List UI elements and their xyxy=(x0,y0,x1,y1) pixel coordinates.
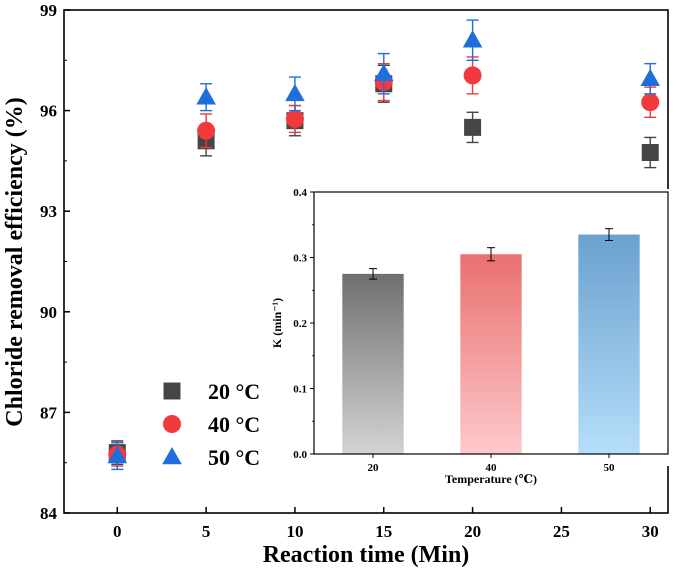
inset-y-tick-label: 0.4 xyxy=(293,187,307,199)
y-tick-label: 96 xyxy=(40,102,57,121)
y-tick-label: 99 xyxy=(40,1,57,20)
y-tick-label: 84 xyxy=(40,504,58,523)
data-point xyxy=(640,68,661,87)
inset-x-tick-label: 40 xyxy=(486,462,498,474)
main-legend: 20 °C 40 °C 50 °C xyxy=(162,379,260,470)
main-y-axis-title: Chloride removal efficiency (%) xyxy=(2,97,28,426)
inset-y-axis-title: K (min⁻¹) xyxy=(270,298,284,348)
data-point xyxy=(285,109,304,128)
y-tick-label: 93 xyxy=(40,202,57,221)
inset-bar-layer xyxy=(342,228,640,454)
x-tick-label: 30 xyxy=(642,522,659,541)
x-tick-label: 20 xyxy=(464,522,481,541)
data-point xyxy=(462,30,483,48)
inset-y-tick-label: 0.2 xyxy=(293,318,307,330)
x-tick-label: 10 xyxy=(286,522,303,541)
main-y-axis: 84 87 90 93 96 99 xyxy=(40,1,70,523)
inset-y-tick-label: 0.0 xyxy=(293,449,307,461)
x-tick-label: 25 xyxy=(553,522,570,541)
data-point xyxy=(285,83,305,102)
legend-marker xyxy=(163,415,181,433)
legend-label: 20 °C xyxy=(208,379,260,404)
data-point xyxy=(464,118,482,136)
data-point xyxy=(107,445,128,464)
bar xyxy=(460,254,522,454)
data-point xyxy=(373,63,394,81)
main-series-layer xyxy=(107,19,661,471)
data-point xyxy=(641,93,660,112)
data-point xyxy=(196,87,216,105)
x-tick-label: 5 xyxy=(202,522,211,541)
main-x-axis-title: Reaction time (Min) xyxy=(263,542,470,568)
inset-x-tick-label: 50 xyxy=(604,462,616,474)
inset-x-axis-title: Temperature (℃) xyxy=(445,472,537,486)
y-tick-label: 90 xyxy=(40,303,57,322)
data-point xyxy=(197,121,216,140)
legend-marker xyxy=(163,382,181,400)
inset-y-tick-label: 0.3 xyxy=(293,253,307,265)
main-scatter-chart: 0 5 10 15 20 25 30 84 87 90 93 96 99 Reaction time … xyxy=(2,1,669,568)
series-triangle xyxy=(107,19,661,471)
main-x-axis: 0 5 10 15 20 25 30 xyxy=(113,507,659,541)
bar xyxy=(578,234,640,454)
bar xyxy=(342,273,404,454)
data-point xyxy=(463,66,482,85)
inset-x-tick-label: 20 xyxy=(368,462,380,474)
x-tick-label: 0 xyxy=(113,522,122,541)
inset-y-axis: 0.0 0.1 0.2 0.3 0.4 xyxy=(293,187,314,461)
y-tick-label: 87 xyxy=(40,403,58,422)
x-tick-label: 15 xyxy=(375,522,392,541)
legend-label: 40 °C xyxy=(208,412,260,437)
data-point xyxy=(641,144,659,162)
inset-x-axis: 20 40 50 xyxy=(368,454,616,474)
inset-y-tick-label: 0.1 xyxy=(293,384,307,396)
inset-bar-chart: 0.0 0.1 0.2 0.3 0.4 20 40 50 Temperature (℃) K… xyxy=(270,187,672,486)
legend-label: 50 °C xyxy=(208,445,260,470)
legend-marker xyxy=(162,446,182,465)
